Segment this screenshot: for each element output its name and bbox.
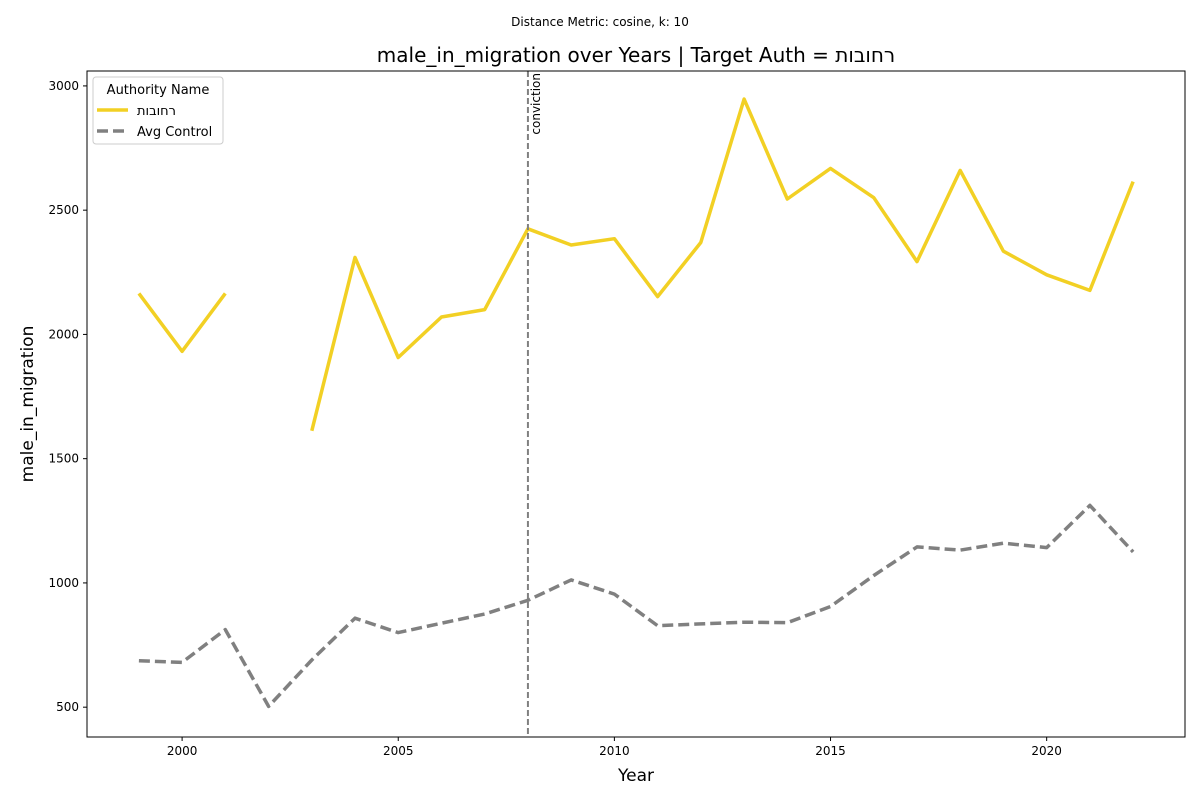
data-point-1 [440,621,444,625]
axes-frame [86,70,1186,738]
data-point-1 [1045,546,1049,550]
y-tick-label: 3000 [48,79,79,93]
data-point-0 [915,260,919,264]
data-point-1 [656,624,660,628]
data-point-0 [396,356,400,360]
y-tick-label: 2000 [48,327,79,341]
data-point-0 [785,197,789,201]
data-point-0 [137,292,141,296]
data-point-1 [872,574,876,578]
legend: Authority Name רחובות Avg Control [92,76,224,145]
data-point-0 [224,292,228,296]
data-point-0 [1088,289,1092,293]
data-point-0 [958,169,962,173]
data-point-0 [569,243,573,247]
legend-label-1: Avg Control [137,125,212,140]
data-point-1 [1088,504,1092,508]
data-point-0 [353,256,357,260]
series-line-0 [137,292,227,354]
y-tick-label: 1000 [48,576,79,590]
legend-box [92,76,224,145]
data-point-0 [829,167,833,171]
data-point-1 [742,620,746,624]
data-point-1 [526,599,530,603]
data-point-1 [396,631,400,635]
data-point-1 [224,628,228,632]
y-tick-label: 1500 [48,452,79,466]
data-point-1 [699,622,703,626]
data-point-1 [958,548,962,552]
data-point-0 [613,237,617,241]
data-point-0 [1131,180,1135,184]
data-point-1 [829,605,833,609]
data-point-1 [483,612,487,616]
data-point-1 [613,592,617,596]
data-point-0 [1045,273,1049,277]
data-point-0 [656,295,660,299]
data-point-1 [137,659,141,663]
data-point-1 [1131,550,1135,554]
x-axis-label: Year [617,766,654,786]
chart-suptitle: Distance Metric: cosine, k: 10 [511,15,689,29]
x-tick-label: 2005 [383,744,414,758]
data-point-0 [440,315,444,319]
chart-title: male_in_migration over Years | Target Au… [377,43,895,67]
data-point-1 [915,545,919,549]
data-point-1 [267,705,271,709]
data-point-1 [180,661,184,665]
series-line-1 [138,503,1135,709]
data-point-1 [785,621,789,625]
data-point-0 [483,308,487,312]
data-point-0 [872,196,876,200]
data-point-1 [353,616,357,620]
x-tick-label: 2020 [1031,744,1062,758]
data-point-0 [180,350,184,354]
y-tick-label: 2500 [48,203,79,217]
legend-label-0: רחובות [137,104,176,119]
annotation-label: conviction [529,73,543,135]
x-tick-label: 2015 [815,744,846,758]
data-point-0 [1002,249,1006,253]
data-point-0 [310,429,314,433]
data-point-0 [699,241,703,245]
data-point-1 [310,658,314,662]
y-axis-label: male_in_migration [18,326,38,483]
data-point-1 [569,578,573,582]
plot-area: 2000 2005 2010 2015 2020 500 1000 1500 2000 2500 3… [48,71,1135,758]
data-point-0 [742,97,746,101]
data-point-1 [1002,541,1006,545]
x-tick-label: 2000 [167,744,198,758]
series-line-0 [310,97,1135,432]
x-tick-label: 2010 [599,744,630,758]
legend-title: Authority Name [107,83,210,98]
y-tick-label: 500 [56,700,79,714]
